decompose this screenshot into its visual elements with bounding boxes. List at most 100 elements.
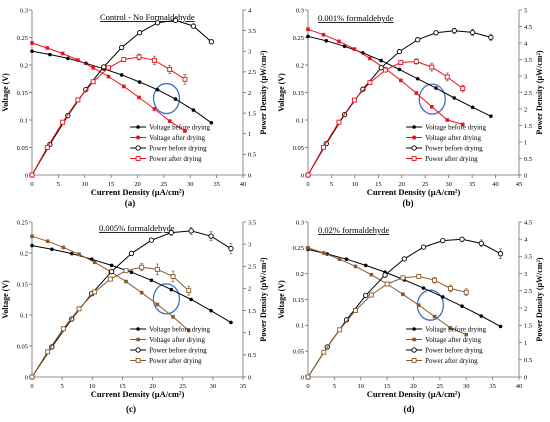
data-point: [171, 315, 175, 319]
y-axis-label: Voltage (V): [1, 73, 10, 112]
data-point: [440, 237, 446, 244]
data-point: [396, 48, 403, 55]
legend-marker: [411, 145, 417, 151]
legend-label: Power before drying: [425, 346, 483, 354]
data-point: [45, 239, 50, 244]
x-tick-label: 35: [489, 383, 496, 390]
data-point: [368, 56, 372, 61]
x-tick-label: 0: [30, 181, 33, 188]
x-tick-label: 10: [358, 383, 365, 390]
data-point: [432, 314, 437, 319]
data-point: [121, 84, 126, 89]
data-point: [119, 44, 125, 51]
data-point: [50, 247, 54, 252]
data-point: [360, 86, 366, 92]
legend-marker: [136, 327, 140, 331]
data-point: [45, 46, 50, 50]
panel-label: (d): [404, 404, 415, 414]
y2-tick-label: 3.5: [248, 28, 256, 35]
legend-label: Voltage after drying: [149, 134, 205, 142]
x-tick-label: 30: [463, 383, 470, 390]
data-point: [170, 274, 176, 279]
x-tick-label: 25: [437, 383, 444, 390]
data-point: [488, 34, 494, 41]
data-point: [429, 64, 435, 70]
y-tick-label: 0: [25, 172, 28, 179]
data-point: [30, 234, 34, 239]
y2-axis-label: Power Density (μW/cm²): [259, 50, 268, 134]
legend-label: Voltage before drying: [149, 123, 210, 131]
x-tick-label: 5: [57, 181, 60, 188]
legend-marker: [135, 358, 141, 363]
x-tick-label: 30: [187, 181, 194, 188]
x-tick-label: 40: [492, 181, 499, 188]
y2-tick-label: 3: [524, 73, 527, 80]
annotation-ellipse: [416, 289, 445, 321]
data-point: [168, 229, 174, 236]
y-tick-label: 0.1: [20, 312, 28, 319]
y2-tick-label: 2.5: [248, 69, 256, 76]
data-point: [351, 97, 357, 103]
chart-title: 0.02% formaldehyde: [318, 225, 390, 235]
y-tick-label: 0.2: [296, 271, 304, 278]
y2-tick-label: 1.5: [524, 123, 532, 130]
legend-label: Power after drying: [149, 155, 202, 163]
data-point: [305, 374, 311, 380]
data-point: [478, 240, 484, 247]
series-line: [307, 247, 467, 336]
legend-label: Power before drying: [425, 144, 483, 152]
x-tick-label: 10: [82, 181, 89, 188]
data-point: [109, 263, 114, 268]
chart-panel-4: 0 5 10 15 20 25 30 35 4000.050.10.150.20.250.300…: [277, 219, 544, 414]
x-tick-label: 0: [306, 383, 309, 390]
x-axis-label: Current Density (μA/cm²): [91, 389, 185, 399]
data-point: [497, 251, 504, 257]
data-point: [183, 129, 187, 133]
legend-marker: [136, 337, 140, 342]
y2-tick-label: 1.5: [248, 308, 256, 315]
data-point: [445, 118, 450, 122]
data-point: [321, 32, 326, 37]
data-point: [191, 108, 196, 112]
y2-tick-label: 2: [524, 305, 527, 312]
data-point: [182, 76, 188, 82]
data-point: [121, 57, 127, 62]
data-point: [452, 96, 457, 100]
data-point: [66, 56, 70, 61]
data-point: [136, 30, 143, 36]
y2-tick-label: 0.5: [524, 156, 532, 163]
data-point: [107, 276, 113, 282]
data-point: [154, 266, 160, 272]
x-axis-label: Current Density (μA/cm²): [367, 187, 461, 197]
y2-tick-label: 2: [248, 90, 251, 97]
series-line: [307, 35, 492, 117]
data-point: [90, 79, 96, 85]
y-tick-label: 0.25: [17, 35, 28, 42]
chart-panel-1: 0 5 10 15 20 25 30 35 4000.050.10.150.20.250.300…: [1, 7, 268, 208]
data-point: [336, 119, 342, 125]
x-tick-label: 45: [516, 181, 523, 188]
chart-title: Control - No Formaldehyde: [100, 12, 195, 22]
data-point: [463, 289, 469, 295]
data-point: [324, 39, 329, 43]
data-point: [136, 54, 142, 60]
data-point: [344, 257, 349, 262]
data-point: [189, 297, 193, 302]
y2-tick-label: 2.5: [248, 264, 256, 271]
data-point: [420, 244, 427, 250]
legend-label: Voltage after drying: [425, 134, 481, 142]
x-tick-label: 30: [210, 383, 217, 390]
data-point: [149, 278, 154, 283]
y-tick-label: 0.1: [296, 323, 304, 330]
data-point: [45, 349, 51, 355]
x-tick-label: 10: [352, 181, 359, 188]
data-point: [139, 290, 144, 295]
chart-panel-3: 0 5 10 15 20 25 30 3500.050.10.150.20.2500.511.…: [1, 219, 268, 414]
data-point: [397, 67, 402, 72]
y2-tick-label: 3: [248, 241, 251, 248]
series-line: [31, 50, 212, 124]
data-point: [137, 95, 141, 100]
legend-marker: [135, 156, 141, 161]
legend-marker: [411, 358, 417, 363]
